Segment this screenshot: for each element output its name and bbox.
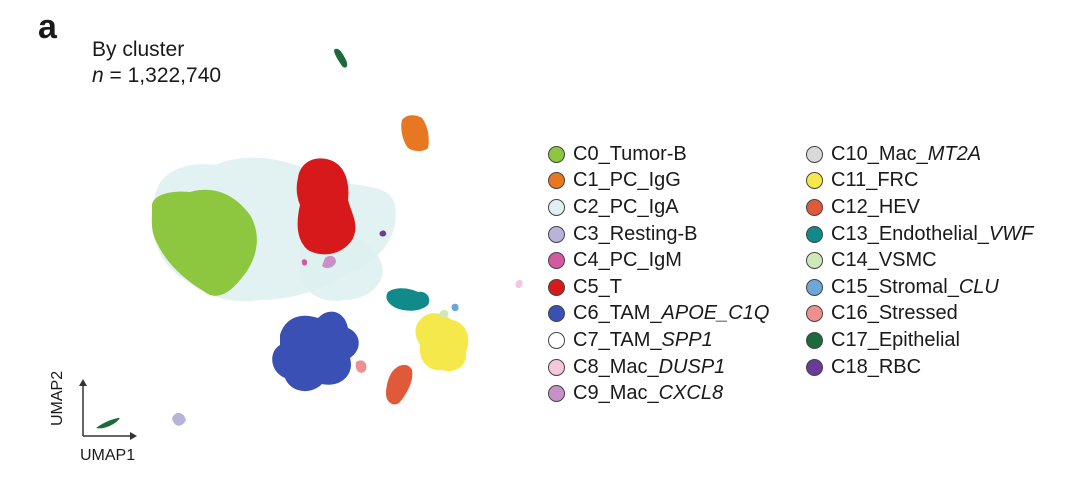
legend-swatch [548,358,565,376]
legend-label: C2_PC_IgA [573,195,679,218]
legend-label: C14_VSMC [831,249,937,272]
cluster-c0 [151,189,257,296]
legend-swatch [548,305,565,323]
cluster-blobs [96,48,523,429]
legend-swatch [806,252,823,270]
cluster-c1 [401,115,429,151]
axis-arrows [79,379,137,440]
legend-label-gene: MT2A [927,142,982,165]
subtitle-separator: = [103,64,128,87]
cluster-c3 [172,412,186,426]
panel-letter: a [38,8,57,46]
y-axis-arrowhead [79,379,87,386]
legend-swatch [548,225,565,243]
legend-label: C6_TAM_ [573,302,662,325]
legend-swatch [806,172,823,190]
legend-item: C11_FRC [806,168,1033,195]
legend-label: C18_RBC [831,355,922,378]
legend-label: C1_PC_IgG [573,169,681,192]
legend-label: C5_T [573,275,622,298]
chart-title: By cluster [92,38,185,61]
legend-label: C15_Stromal_ [831,275,959,298]
legend-label: C8_Mac_ [573,355,659,378]
legend-label-gene: CXCL8 [658,382,724,405]
legend-swatch [806,358,823,376]
legend-label-gene: DUSP1 [658,355,726,378]
legend-label: C9_Mac_ [573,382,659,405]
legend-item: C14_VSMC [806,247,1033,274]
legend-swatch [548,252,565,270]
legend-item: C8_Mac_ DUSP1 [548,354,769,381]
cluster-c12 [386,364,413,405]
legend-swatch [548,278,565,296]
legend-swatch [806,331,823,349]
cluster-c5 [296,158,356,255]
legend-item: C13_Endothelial_ VWF [806,221,1033,248]
cluster-c14 [439,309,449,319]
legend-item: C9_Mac_ CXCL8 [548,380,769,407]
cluster-c4 [301,259,308,266]
cluster-c18 [379,230,387,237]
legend-label: C11_FRC [831,169,919,192]
cluster-c13 [386,288,430,311]
subtitle-variable: n [92,64,104,87]
legend-label-gene: APOE_C1Q [661,302,770,325]
cluster-c6 [272,311,359,392]
subtitle-count: 1,322,740 [127,64,222,87]
cluster-c11 [415,313,469,372]
cluster-c9 [322,255,336,269]
legend-item: C17_Epithelial [806,327,1033,354]
legend-column-2: C10_Mac_ MT2A C11_FRC C12_HEV C13_Endothelia… [806,141,1033,380]
legend-swatch [548,145,565,163]
legend-swatch [806,225,823,243]
legend-item: C15_Stromal_ CLU [806,274,1033,301]
cluster-c15 [451,303,459,312]
legend-swatch [548,385,565,403]
legend-item: C6_TAM_ APOE_C1Q [548,301,769,328]
legend-item: C3_Resting-B [548,221,769,248]
legend-item: C18_RBC [806,354,1033,381]
cluster-c17 [96,418,120,429]
legend-item: C4_PC_IgM [548,247,769,274]
legend-swatch [806,305,823,323]
legend-item: C1_PC_IgG [548,168,769,195]
legend-label: C4_PC_IgM [573,249,682,272]
legend-item: C16_Stressed [806,301,1033,328]
legend-swatch [806,278,823,296]
legend-item: C12_HEV [806,194,1033,221]
legend-label: C10_Mac_ [831,142,928,165]
legend-label: C13_Endothelial_ [831,222,989,245]
cluster-c17 [334,48,348,68]
legend-item: C7_TAM_ SPP1 [548,327,769,354]
legend-item: C2_PC_IgA [548,194,769,221]
legend-swatch [806,198,823,216]
cluster-c16 [355,360,367,373]
legend-swatch [806,145,823,163]
x-axis-arrowhead [130,432,137,440]
legend-label: C3_Resting-B [573,222,698,245]
legend-item: C5_T [548,274,769,301]
legend-swatch [548,198,565,216]
legend-item: C0_Tumor-B [548,141,769,168]
legend-label: C0_Tumor-B [573,142,687,165]
legend-item: C10_Mac_ MT2A [806,141,1033,168]
legend-label-gene: VWF [988,222,1034,245]
x-axis-label: UMAP1 [80,447,136,464]
y-axis-label: UMAP2 [49,370,66,426]
legend-swatch [548,172,565,190]
cluster-c8 [515,279,523,289]
legend-swatch [548,331,565,349]
legend-label: C7_TAM_ [573,328,662,351]
legend-label: C17_Epithelial [831,328,960,351]
legend-label: C12_HEV [831,195,920,218]
legend-label-gene: CLU [958,275,999,298]
legend-label-gene: SPP1 [661,328,713,351]
legend-column-1: C0_Tumor-B C1_PC_IgG C2_PC_IgA C3_Resting-B… [548,141,769,407]
legend-label: C16_Stressed [831,302,958,325]
chart-subtitle: n = 1,322,740 [92,62,221,90]
